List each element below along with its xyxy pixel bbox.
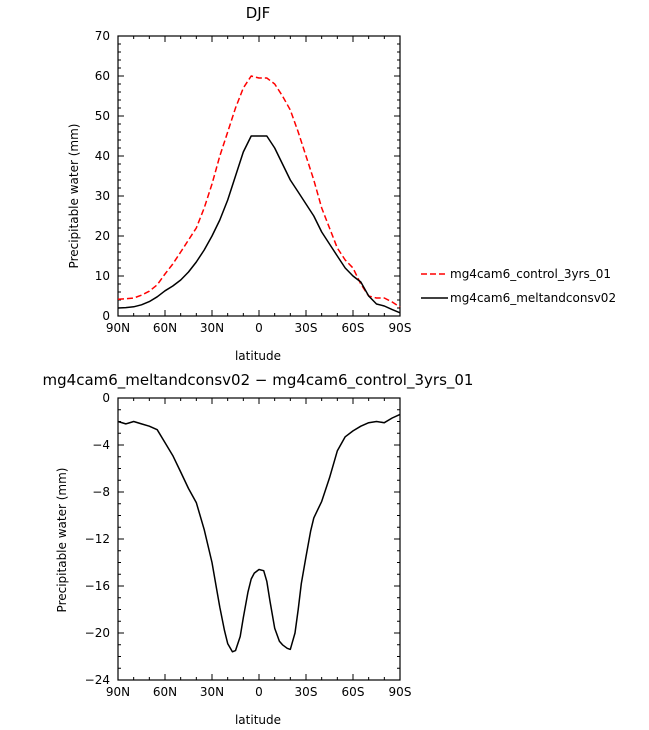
bottom-y-tick-label: −12 — [85, 532, 110, 546]
plot-area-bottom: 90N 60N 30N 0 30S 60S 90S −24 −20 −16 −12 −8 −4 0 — [85, 391, 412, 699]
top-y-tick-label: 20 — [95, 229, 110, 243]
bottom-y-tick-label: −8 — [92, 485, 110, 499]
chart-title-top: DJF — [246, 4, 271, 22]
bottom-plot-frame — [117, 397, 401, 681]
top-x-tick-label: 30S — [295, 321, 318, 335]
top-x-tick-label: 30N — [200, 321, 224, 335]
bottom-x-tick-label: 90N — [106, 685, 130, 699]
top-x-tick-label: 90N — [106, 321, 130, 335]
bottom-x-tick-label: 60S — [342, 685, 365, 699]
bottom-y-tick-label: −4 — [92, 438, 110, 452]
top-series-line-0 — [117, 75, 401, 308]
top-x-tick-label: 60N — [153, 321, 177, 335]
chart-title-bottom: mg4cam6_meltandconsv02 − mg4cam6_control… — [43, 371, 474, 390]
bottom-y-tick-label: 0 — [102, 391, 110, 405]
bottom-y-tick-label: −20 — [85, 626, 110, 640]
legend: mg4cam6_control_3yrs_01 mg4cam6_meltandc… — [421, 267, 616, 305]
plot-area-top: 90N 60N 30N 0 30S 60S 90S 0 10 20 30 40 50 60 70 — [95, 29, 412, 335]
x-axis-label-top: latitude — [235, 349, 281, 363]
legend-label-melt: mg4cam6_meltandconsv02 — [450, 291, 616, 305]
y-axis-label-bottom: Precipitable water (mm) — [55, 468, 69, 613]
top-y-tick-label: 30 — [95, 189, 110, 203]
y-axis-label-top: Precipitable water (mm) — [67, 124, 81, 269]
bottom-x-tick-label: 0 — [255, 685, 263, 699]
top-y-tick-label: 10 — [95, 269, 110, 283]
top-x-tick-label: 90S — [389, 321, 412, 335]
chart-panel-top: DJF Precipitable water (mm) latitude 90N… — [67, 4, 616, 363]
bottom-series-line-0 — [117, 413, 401, 653]
top-y-tick-label: 50 — [95, 109, 110, 123]
legend-label-control: mg4cam6_control_3yrs_01 — [450, 267, 611, 281]
top-x-tick-label: 0 — [255, 321, 263, 335]
top-y-tick-label: 40 — [95, 149, 110, 163]
top-y-tick-label: 60 — [95, 69, 110, 83]
bottom-x-tick-label: 30N — [200, 685, 224, 699]
bottom-y-tick-label: −16 — [85, 579, 110, 593]
top-x-tick-label: 60S — [342, 321, 365, 335]
top-y-tick-label: 70 — [95, 29, 110, 43]
top-series-line-1 — [117, 135, 401, 314]
chart-panel-bottom: mg4cam6_meltandconsv02 − mg4cam6_control… — [43, 371, 474, 727]
x-axis-label-bottom: latitude — [235, 713, 281, 727]
bottom-y-tick-label: −24 — [85, 673, 110, 687]
bottom-x-tick-label: 30S — [295, 685, 318, 699]
bottom-x-tick-label: 90S — [389, 685, 412, 699]
bottom-x-tick-label: 60N — [153, 685, 177, 699]
top-y-tick-label: 0 — [102, 309, 110, 323]
